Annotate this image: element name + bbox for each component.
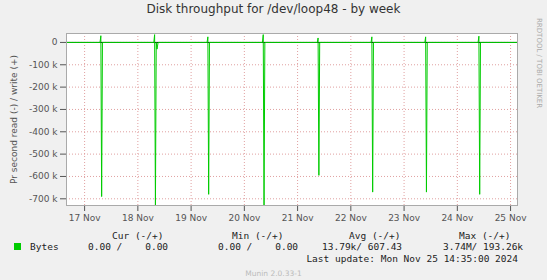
svg-text:-200 k: -200 k <box>29 82 58 92</box>
html-text:RRDTOOL / TOBI OETIKER: RRDTOOL / TOBI OETIKER <box>535 18 543 109</box>
svg-text:0: 0 <box>52 37 58 47</box>
svg-text:22 Nov: 22 Nov <box>335 213 368 223</box>
html-text:13.79k/ 607.43: 13.79k/ 607.43 <box>322 241 403 252</box>
html-text:Min (-/+): Min (-/+) <box>232 230 284 241</box>
svg-text:-300 k: -300 k <box>29 104 58 114</box>
html-text:Max (-/+): Max (-/+) <box>459 230 511 241</box>
html-text:3.74M/ 193.26k: 3.74M/ 193.26k <box>443 241 524 252</box>
html-text:Cur (-/+): Cur (-/+) <box>112 230 164 241</box>
html-text:Last update: Mon Nov 25 14:35:: Last update: Mon Nov 25 14:35:00 2024 <box>306 253 518 264</box>
svg-text:19 Nov: 19 Nov <box>175 213 208 223</box>
svg-text:17 Nov: 17 Nov <box>69 213 102 223</box>
svg-text:21 Nov: 21 Nov <box>282 213 315 223</box>
html-text:Bytes: Bytes <box>30 241 59 252</box>
svg-text:-600 k: -600 k <box>29 171 58 181</box>
html-text:0.00 / 0.00: 0.00 / 0.00 <box>218 241 299 252</box>
svg-text:25 Nov: 25 Nov <box>495 213 528 223</box>
svg-text:-700 k: -700 k <box>29 194 58 204</box>
svg-text:-400 k: -400 k <box>29 127 58 137</box>
svg-text:-500 k: -500 k <box>29 149 58 159</box>
html-text:Avg (-/+): Avg (-/+) <box>349 230 401 241</box>
html-text:Munin 2.0.33-1: Munin 2.0.33-1 <box>245 269 302 278</box>
svg-text:18 Nov: 18 Nov <box>122 213 155 223</box>
svg-text:23 Nov: 23 Nov <box>388 213 421 223</box>
svg-text:20 Nov: 20 Nov <box>228 213 261 223</box>
svg-text:-100 k: -100 k <box>29 60 58 70</box>
svg-text:Pr second read (-) / write (+): Pr second read (-) / write (+) <box>9 55 19 184</box>
html-text:0.00 / 0.00: 0.00 / 0.00 <box>88 241 169 252</box>
svg-text:24 Nov: 24 Nov <box>441 213 474 223</box>
html-text:Disk throughput for /dev/loop4: Disk throughput for /dev/loop48 - by wee… <box>146 2 401 16</box>
